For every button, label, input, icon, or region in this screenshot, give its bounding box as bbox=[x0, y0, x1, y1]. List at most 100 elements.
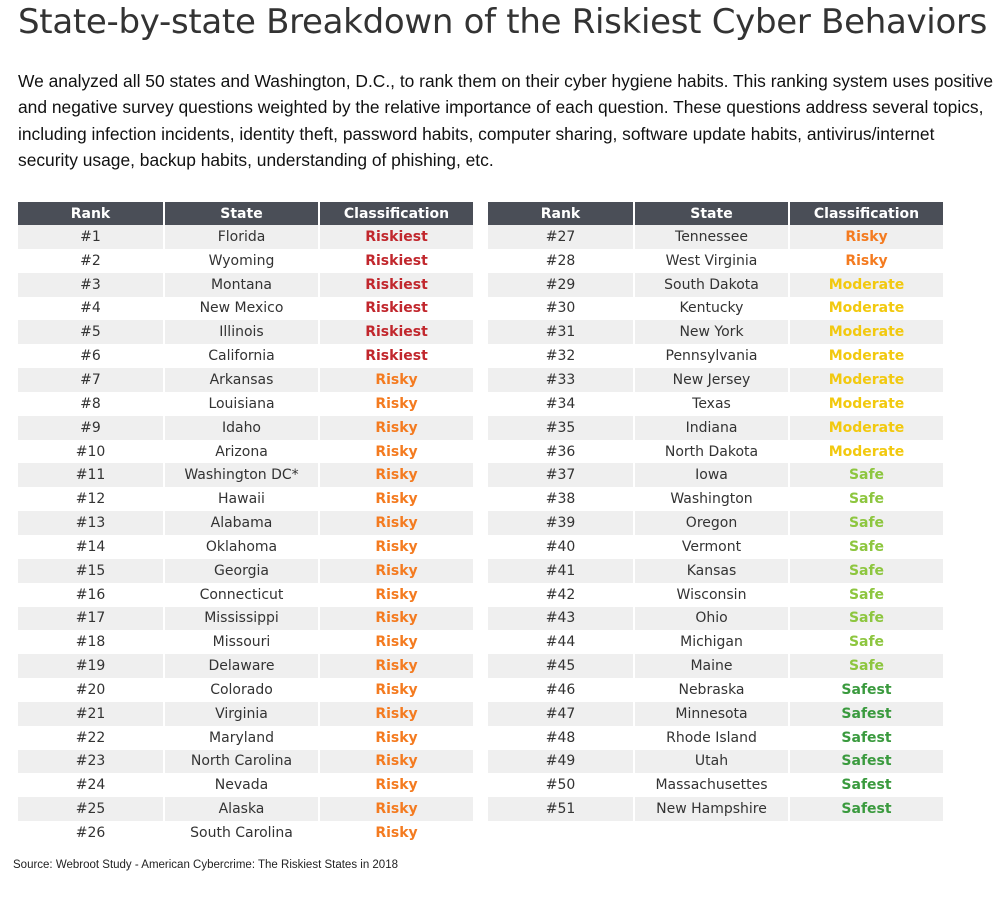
state-cell: California bbox=[163, 344, 319, 369]
classification-cell: Risky bbox=[318, 606, 473, 631]
table-row: #49 Utah Safest bbox=[488, 749, 943, 774]
rank-cell: #45 bbox=[488, 654, 634, 679]
classification-cell: Safest bbox=[788, 749, 943, 774]
table-row: #32 Pennsylvania Moderate bbox=[488, 344, 943, 369]
state-cell: Texas bbox=[633, 391, 789, 416]
rank-cell: #1 bbox=[18, 225, 164, 249]
state-cell: Georgia bbox=[163, 558, 319, 583]
rank-cell: #10 bbox=[18, 439, 164, 464]
table-row: #38 Washington Safe bbox=[488, 487, 943, 512]
state-cell: Nevada bbox=[163, 773, 319, 798]
table-row: #37 Iowa Safe bbox=[488, 463, 943, 488]
table-row: #8 Louisiana Risky bbox=[18, 391, 473, 416]
rank-cell: #48 bbox=[488, 725, 634, 750]
rank-cell: #6 bbox=[18, 344, 164, 369]
state-cell: Massachusettes bbox=[633, 773, 789, 798]
table-row: #18 Missouri Risky bbox=[18, 630, 473, 655]
rank-cell: #21 bbox=[18, 701, 164, 726]
table-row: #42 Wisconsin Safe bbox=[488, 582, 943, 607]
classification-cell: Safest bbox=[788, 701, 943, 726]
state-cell: Kentucky bbox=[633, 296, 789, 321]
table-row: #51 New Hampshire Safest bbox=[488, 797, 943, 822]
classification-cell: Moderate bbox=[788, 344, 943, 369]
rank-cell: #24 bbox=[18, 773, 164, 798]
table-row: #43 Ohio Safe bbox=[488, 606, 943, 631]
rank-cell: #13 bbox=[18, 511, 164, 535]
classification-cell: Safe bbox=[788, 534, 943, 559]
classification-cell: Safe bbox=[788, 487, 943, 512]
state-cell: Oklahoma bbox=[163, 534, 319, 559]
state-cell: Florida bbox=[163, 225, 319, 249]
table-row: #47 Minnesota Safest bbox=[488, 701, 943, 726]
table-row: #7 Arkansas Risky bbox=[18, 368, 473, 392]
table-row: #16 Connecticut Risky bbox=[18, 582, 473, 607]
state-cell: Idaho bbox=[163, 415, 319, 440]
state-cell: Illinois bbox=[163, 320, 319, 345]
state-cell: Nebraska bbox=[633, 678, 789, 702]
classification-cell: Moderate bbox=[788, 391, 943, 416]
classification-cell: Risky bbox=[318, 415, 473, 440]
classification-cell: Risky bbox=[318, 511, 473, 535]
table-row: #17 Mississippi Risky bbox=[18, 606, 473, 631]
rank-cell: #28 bbox=[488, 248, 634, 273]
rank-cell: #29 bbox=[488, 272, 634, 297]
state-cell: Hawaii bbox=[163, 487, 319, 512]
rank-cell: #17 bbox=[18, 606, 164, 631]
classification-cell: Risky bbox=[318, 439, 473, 464]
state-cell: Kansas bbox=[633, 558, 789, 583]
rank-cell: #36 bbox=[488, 439, 634, 464]
state-cell: Michigan bbox=[633, 630, 789, 655]
classification-cell: Risky bbox=[788, 248, 943, 273]
rank-cell: #38 bbox=[488, 487, 634, 512]
rank-cell: #5 bbox=[18, 320, 164, 345]
classification-cell: Moderate bbox=[788, 320, 943, 345]
state-cell: New Hampshire bbox=[633, 797, 789, 822]
table-row: #23 North Carolina Risky bbox=[18, 749, 473, 774]
state-cell: Rhode Island bbox=[633, 725, 789, 750]
state-cell: Wisconsin bbox=[633, 582, 789, 607]
rank-cell: #8 bbox=[18, 391, 164, 416]
table-row: #40 Vermont Safe bbox=[488, 534, 943, 559]
classification-cell: Riskiest bbox=[318, 320, 473, 345]
state-cell: North Dakota bbox=[633, 439, 789, 464]
state-cell: Washington DC* bbox=[163, 463, 319, 488]
intro-paragraph: We analyzed all 50 states and Washington… bbox=[18, 71, 994, 170]
state-cell: Alabama bbox=[163, 511, 319, 535]
rank-cell: #14 bbox=[18, 534, 164, 559]
ranking-table-left: Rank State Classification #1 Florida Riski… bbox=[18, 202, 473, 845]
rank-cell: #30 bbox=[488, 296, 634, 321]
table-row: #46 Nebraska Safest bbox=[488, 678, 943, 702]
state-cell: Vermont bbox=[633, 534, 789, 559]
rank-cell: #7 bbox=[18, 368, 164, 392]
state-cell: Connecticut bbox=[163, 582, 319, 607]
state-cell: Alaska bbox=[163, 797, 319, 822]
ranking-table-right: Rank State Classification #27 Tennessee Ri… bbox=[488, 202, 943, 822]
state-cell: Missouri bbox=[163, 630, 319, 655]
table-row: #11 Washington DC* Risky bbox=[18, 463, 473, 488]
classification-cell: Safe bbox=[788, 463, 943, 488]
rank-cell: #27 bbox=[488, 225, 634, 249]
classification-cell: Risky bbox=[318, 391, 473, 416]
classification-cell: Risky bbox=[788, 225, 943, 249]
classification-cell: Safest bbox=[788, 773, 943, 798]
rank-cell: #34 bbox=[488, 391, 634, 416]
state-cell: New Mexico bbox=[163, 296, 319, 321]
state-cell: Pennsylvania bbox=[633, 344, 789, 369]
classification-cell: Riskiest bbox=[318, 296, 473, 321]
rank-cell: #44 bbox=[488, 630, 634, 655]
state-cell: Indiana bbox=[633, 415, 789, 440]
state-cell: Mississippi bbox=[163, 606, 319, 631]
rank-cell: #47 bbox=[488, 701, 634, 726]
table-row: #2 Wyoming Riskiest bbox=[18, 248, 473, 273]
table-row: #22 Maryland Risky bbox=[18, 725, 473, 750]
rank-cell: #22 bbox=[18, 725, 164, 750]
state-cell: Maine bbox=[633, 654, 789, 679]
rank-cell: #32 bbox=[488, 344, 634, 369]
rank-cell: #39 bbox=[488, 511, 634, 535]
table-row: #12 Hawaii Risky bbox=[18, 487, 473, 512]
classification-cell: Safe bbox=[788, 630, 943, 655]
classification-cell: Safe bbox=[788, 582, 943, 607]
rank-cell: #3 bbox=[18, 272, 164, 297]
classification-cell: Safe bbox=[788, 606, 943, 631]
classification-cell: Risky bbox=[318, 487, 473, 512]
